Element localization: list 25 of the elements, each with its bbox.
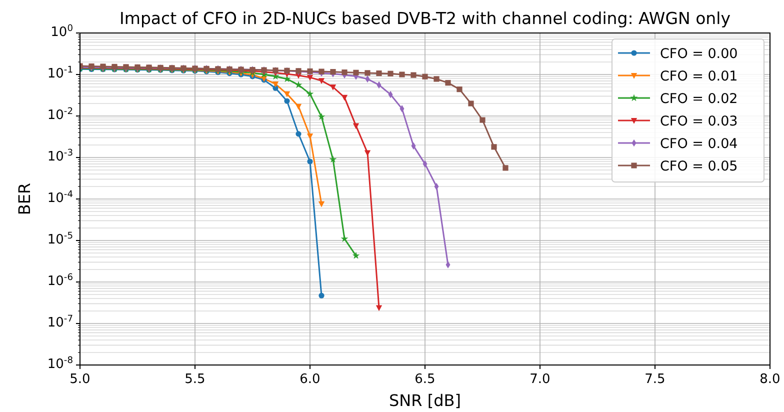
y-tick-label: 10$^{-3}$ — [47, 148, 74, 164]
x-tick-label: 7.5 — [644, 372, 666, 387]
x-tick-label: 7.0 — [530, 372, 550, 387]
legend-label: CFO = 0.00 — [660, 46, 738, 62]
legend-label: CFO = 0.04 — [660, 136, 738, 152]
y-tick-label: 10$^{0}$ — [50, 24, 74, 40]
x-tick-label: 5.0 — [70, 372, 90, 387]
y-tick-label: 10$^{-1}$ — [47, 66, 73, 82]
legend-label: CFO = 0.01 — [660, 68, 738, 84]
y-tick-label: 10$^{-5}$ — [47, 232, 73, 248]
y-tick-label: 10$^{-6}$ — [47, 273, 74, 289]
x-tick-label: 6.0 — [300, 372, 320, 387]
y-tick-label: 10$^{-4}$ — [47, 190, 74, 206]
x-tick-label: 5.5 — [184, 372, 206, 387]
y-axis-title: BER — [15, 182, 34, 216]
legend-label: CFO = 0.02 — [660, 91, 738, 107]
y-tick-label: 10$^{-8}$ — [47, 356, 74, 372]
y-tick-label: 10$^{-2}$ — [47, 107, 73, 123]
y-tick-label: 10$^{-7}$ — [47, 314, 74, 330]
x-tick-label: 6.5 — [414, 372, 436, 387]
legend-label: CFO = 0.05 — [660, 158, 738, 174]
x-axis-title: SNR [dB] — [389, 391, 461, 410]
legend-label: CFO = 0.03 — [660, 114, 738, 130]
x-tick-label: 8.0 — [760, 372, 780, 387]
chart-title: Impact of CFO in 2D-NUCs based DVB-T2 with channel coding: AWGN only — [120, 9, 731, 28]
